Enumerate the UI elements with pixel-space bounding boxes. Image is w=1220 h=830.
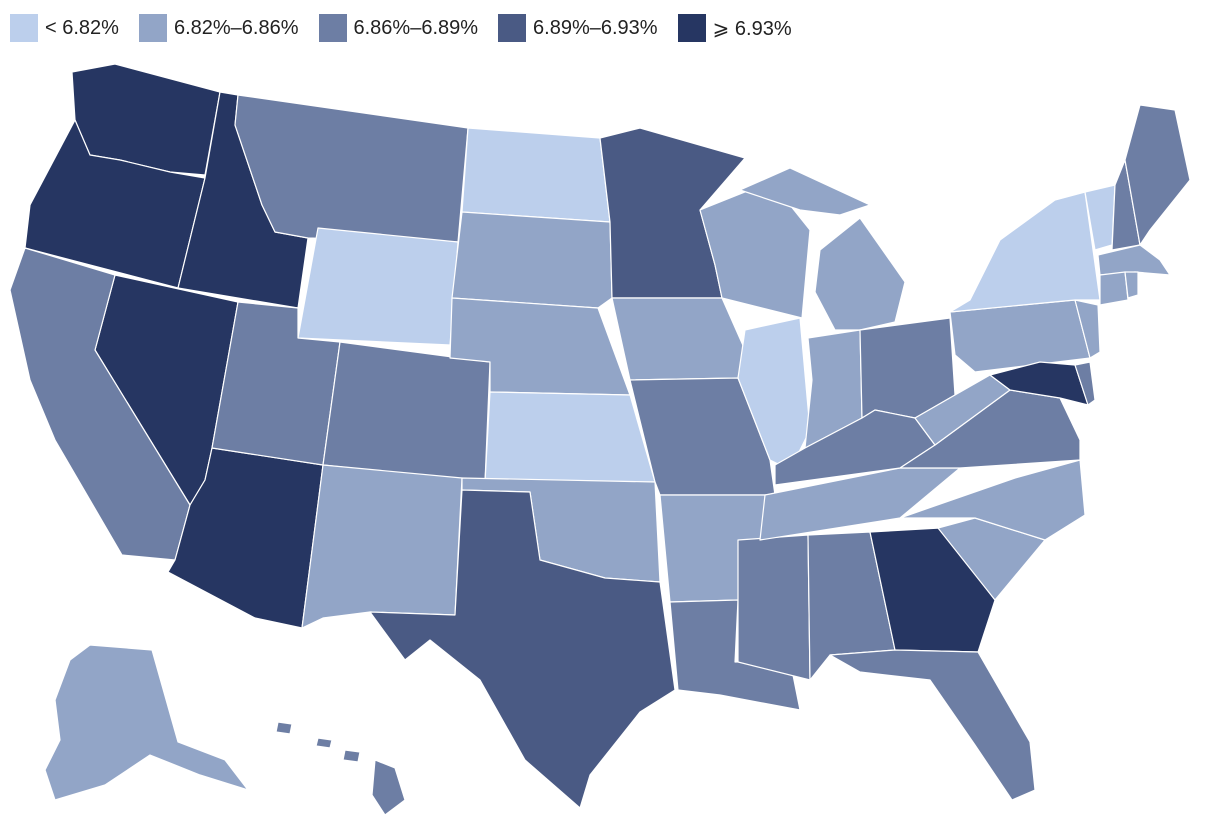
state-de[interactable] bbox=[1074, 361, 1096, 406]
state-sd[interactable] bbox=[451, 211, 613, 309]
legend-label: ⩾ 6.93% bbox=[712, 17, 792, 40]
state-pa[interactable] bbox=[949, 299, 1091, 373]
legend-label: < 6.82% bbox=[45, 16, 119, 39]
state-ca[interactable] bbox=[9, 247, 191, 561]
legend-label: 6.82%–6.86% bbox=[173, 16, 299, 39]
state-tn[interactable] bbox=[759, 467, 961, 541]
state-ga[interactable] bbox=[869, 527, 996, 653]
state-nj[interactable] bbox=[1074, 299, 1101, 359]
state-mt[interactable] bbox=[234, 94, 469, 243]
state-co[interactable] bbox=[322, 341, 491, 483]
state-hi[interactable] bbox=[371, 759, 406, 816]
state-ks[interactable] bbox=[484, 391, 656, 483]
state-mi-up[interactable] bbox=[739, 167, 871, 216]
state-ma[interactable] bbox=[1097, 244, 1171, 276]
legend-swatch bbox=[318, 14, 347, 42]
legend-item: 6.86%–6.89% bbox=[318, 14, 479, 42]
legend-swatch bbox=[498, 14, 527, 42]
legend-item: ⩾ 6.93% bbox=[677, 14, 792, 42]
state-ms[interactable] bbox=[737, 534, 811, 681]
state-fl[interactable] bbox=[829, 649, 1036, 801]
state-ri[interactable] bbox=[1124, 271, 1139, 299]
state-tx[interactable] bbox=[369, 489, 676, 809]
state-ny[interactable] bbox=[949, 191, 1101, 313]
state-ct[interactable] bbox=[1099, 271, 1129, 306]
state-nc[interactable] bbox=[899, 459, 1086, 541]
legend-label: 6.86%–6.89% bbox=[353, 16, 479, 39]
legend-label: 6.89%–6.93% bbox=[533, 16, 658, 39]
state-wy[interactable] bbox=[297, 227, 459, 346]
legend-item: 6.82%–6.86% bbox=[138, 14, 299, 42]
state-nm[interactable] bbox=[301, 464, 463, 629]
state-hi-islands[interactable] bbox=[275, 721, 361, 763]
legend: < 6.82% 6.82%–6.86% 6.86%–6.89% 6.89%–6.… bbox=[10, 13, 792, 43]
legend-item: 6.89%–6.93% bbox=[498, 14, 658, 42]
legend-swatch bbox=[138, 14, 167, 42]
legend-swatch bbox=[10, 14, 38, 42]
state-nd[interactable] bbox=[461, 127, 611, 223]
legend-item: < 6.82% bbox=[10, 14, 119, 42]
state-ia[interactable] bbox=[611, 297, 746, 381]
legend-swatch bbox=[677, 14, 706, 42]
state-mi[interactable] bbox=[814, 217, 906, 331]
state-ak[interactable] bbox=[44, 644, 249, 801]
